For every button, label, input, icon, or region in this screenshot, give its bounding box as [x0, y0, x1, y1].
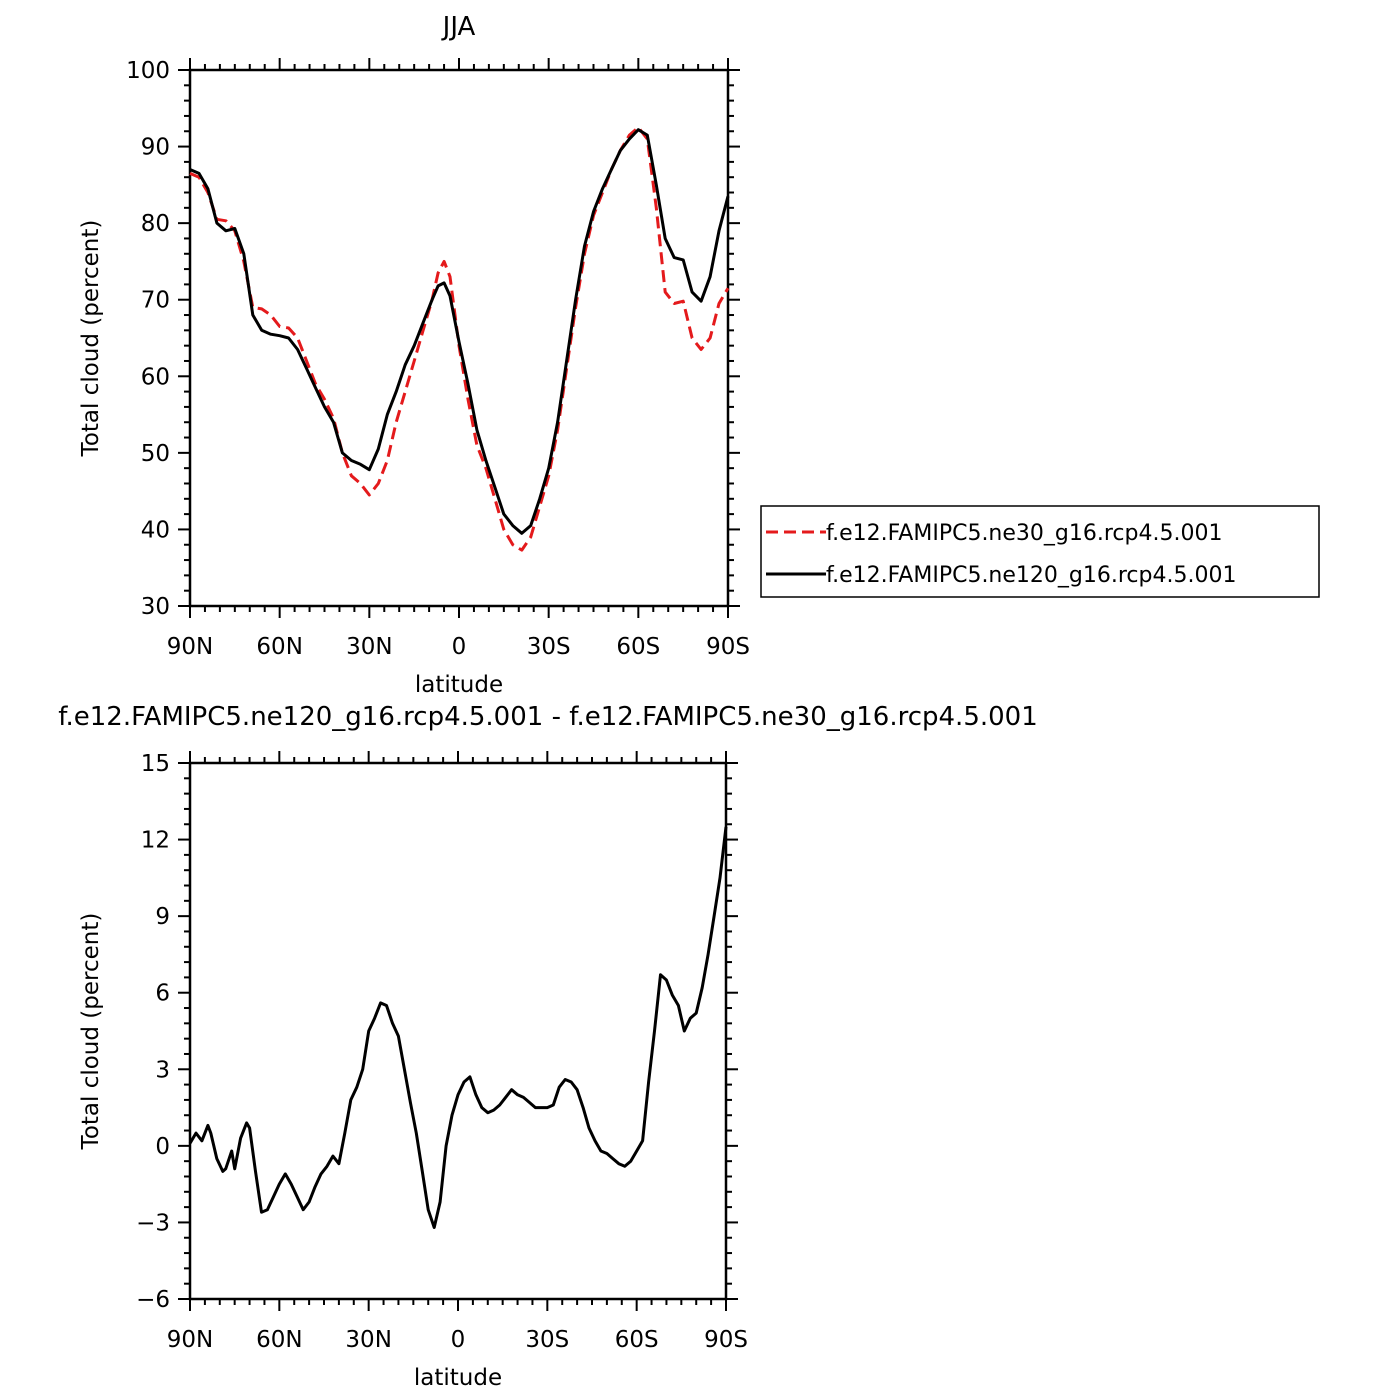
- x-tick-label: 90N: [167, 634, 213, 660]
- bottom-panel: f.e12.FAMIPC5.ne120_g16.rcp4.5.001 - f.e…: [58, 702, 1038, 1391]
- x-tick-label: 60S: [616, 634, 660, 660]
- y-tick-label: −6: [136, 1287, 170, 1313]
- y-tick-label: 30: [141, 594, 170, 620]
- top-panel: JJA 30 40 50 60 70 80 90 100 90N 60N 30N 0 30S 60S 90S l…: [78, 12, 750, 698]
- x-tick-label: 30S: [525, 1327, 569, 1353]
- x-tick-label: 60S: [615, 1327, 659, 1353]
- x-tick-label: 90S: [704, 1327, 748, 1353]
- y-axis-label: Total cloud (percent): [78, 220, 104, 458]
- chart-title: f.e12.FAMIPC5.ne120_g16.rcp4.5.001 - f.e…: [58, 702, 1038, 732]
- plot-frame: [188, 761, 728, 1301]
- series-line-0: [188, 826, 728, 1229]
- x-tick-label: 60N: [256, 1327, 302, 1353]
- y-tick-label: 60: [141, 364, 170, 390]
- legend-label: f.e12.FAMIPC5.ne120_g16.rcp4.5.001: [826, 563, 1236, 588]
- y-tick-label: −3: [136, 1210, 170, 1236]
- x-axis-label: latitude: [415, 672, 503, 698]
- legend-label: f.e12.FAMIPC5.ne30_g16.rcp4.5.001: [826, 521, 1222, 546]
- y-tick-label: 0: [155, 1134, 170, 1160]
- legend: f.e12.FAMIPC5.ne30_g16.rcp4.5.001 f.e12.F…: [760, 505, 1320, 598]
- x-axis-label: latitude: [414, 1365, 502, 1391]
- x-tick-label: 30N: [346, 634, 392, 660]
- y-tick-label: 90: [141, 135, 170, 161]
- x-tick-label: 60N: [256, 634, 302, 660]
- x-tick-label: 0: [451, 1327, 466, 1353]
- y-tick-label: 3: [155, 1057, 170, 1083]
- y-tick-label: 6: [155, 981, 170, 1007]
- x-tick-label: 0: [452, 634, 467, 660]
- y-axis-label: Total cloud (percent): [78, 913, 104, 1151]
- x-tick-label: 90S: [706, 634, 750, 660]
- series-line-1: [189, 128, 730, 535]
- y-tick-label: 40: [141, 517, 170, 543]
- legend-box: [760, 505, 1320, 598]
- y-tick-label: 70: [141, 288, 170, 314]
- x-tick-label: 30S: [527, 634, 571, 660]
- x-tick-label: 90N: [167, 1327, 213, 1353]
- chart-title: JJA: [441, 12, 476, 42]
- y-tick-label: 12: [141, 828, 170, 854]
- y-tick-label: 15: [141, 751, 170, 777]
- x-tick-label: 30N: [345, 1327, 391, 1353]
- y-tick-label: 9: [155, 904, 170, 930]
- y-tick-label: 100: [126, 58, 170, 84]
- y-tick-label: 80: [141, 211, 170, 237]
- y-tick-label: 50: [141, 441, 170, 467]
